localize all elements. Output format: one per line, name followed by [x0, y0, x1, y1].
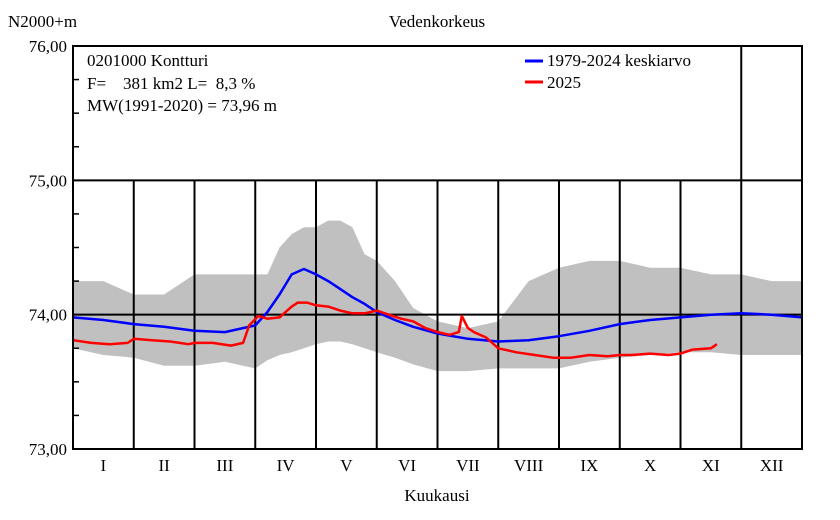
x-tick-label-month: V [340, 456, 353, 475]
x-tick-label-month: VI [398, 456, 416, 475]
grid-layer [73, 46, 802, 449]
x-tick-label-month: IV [277, 456, 296, 475]
x-tick-label-month: XII [760, 456, 784, 475]
area-info-label: F= 381 km2 L= 8,3 % [87, 74, 255, 93]
x-tick-label-month: XI [702, 456, 720, 475]
x-tick-label-month: III [216, 456, 233, 475]
series-layer [72, 267, 803, 359]
x-tick-label-month: VIII [514, 456, 544, 475]
chart-title: Vedenkorkeus [389, 12, 485, 31]
series-line-0 [72, 267, 803, 343]
x-tick-label-month: IX [580, 456, 598, 475]
y-tick-label: 76,00 [29, 37, 67, 56]
y-tick-label: 74,00 [29, 306, 67, 325]
legend-label-mean: 1979-2024 keskiarvo [547, 51, 691, 70]
station-name-label: 0201000 Kontturi [87, 51, 209, 70]
y-tick-label: 75,00 [29, 171, 67, 190]
x-tick-label-month: II [158, 456, 170, 475]
y-tick-label: 73,00 [29, 440, 67, 459]
legend-label-2025: 2025 [547, 73, 581, 92]
y-axis-unit-label: N2000+m [8, 12, 77, 31]
x-tick-label-month: I [101, 456, 107, 475]
mean-level-label: MW(1991-2020) = 73,96 m [87, 96, 277, 115]
plot-frame [72, 45, 803, 450]
series-line-1 [72, 301, 718, 359]
x-tick-label-month: VII [456, 456, 480, 475]
x-tick-label-month: X [644, 456, 656, 475]
x-axis-label: Kuukausi [404, 486, 469, 505]
